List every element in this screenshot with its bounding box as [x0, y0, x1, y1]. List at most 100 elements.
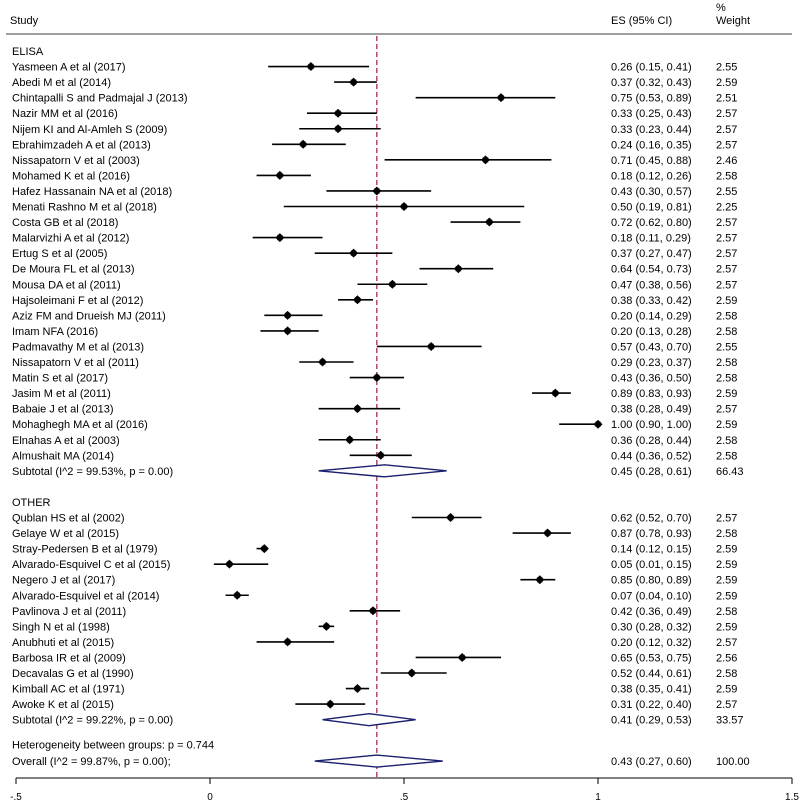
study-point-marker	[376, 450, 386, 460]
study-es-ci: 0.18 (0.12, 0.26)	[611, 170, 692, 182]
study-weight: 2.58	[716, 326, 737, 338]
study-label: Costa GB et al (2018)	[12, 217, 118, 229]
study-weight: 2.59	[716, 590, 737, 602]
study-es-ci: 0.07 (0.04, 0.10)	[611, 590, 692, 602]
study-label: Barbosa IR et al (2009)	[12, 652, 126, 664]
study-es-ci: 0.43 (0.30, 0.57)	[611, 186, 692, 198]
study-es-ci: 0.20 (0.14, 0.29)	[611, 310, 692, 322]
study-weight: 2.58	[716, 435, 737, 447]
study-weight: 2.57	[716, 139, 737, 151]
study-es-ci: 0.65 (0.53, 0.75)	[611, 652, 692, 664]
study-label: Ebrahimzadeh A et al (2013)	[12, 139, 151, 151]
study-label: Stray-Pedersen B et al (1979)	[12, 544, 158, 556]
study-point-marker	[259, 544, 269, 554]
study-point-marker	[453, 264, 463, 274]
study-weight: 2.57	[716, 217, 737, 229]
study-es-ci: 0.43 (0.36, 0.50)	[611, 373, 692, 385]
study-weight: 2.57	[716, 124, 737, 136]
study-weight: 2.56	[716, 652, 737, 664]
study-label: Nissapatorn V et al (2003)	[12, 155, 140, 167]
study-weight: 2.46	[716, 155, 737, 167]
study-point-marker	[426, 341, 436, 351]
study-es-ci: 0.14 (0.12, 0.15)	[611, 544, 692, 556]
study-label: Ertug S et al (2005)	[12, 248, 107, 260]
study-point-marker	[484, 217, 494, 227]
study-point-marker	[496, 93, 506, 103]
study-es-ci: 0.87 (0.78, 0.93)	[611, 528, 692, 540]
study-es-ci: 0.36 (0.28, 0.44)	[611, 435, 692, 447]
study-point-marker	[550, 388, 560, 398]
study-weight: 2.58	[716, 450, 737, 462]
study-label: Qublan HS et al (2002)	[12, 513, 125, 525]
subtotal-diamond	[322, 712, 416, 727]
study-point-marker	[345, 435, 355, 445]
study-weight: 2.58	[716, 373, 737, 385]
x-axis: -.5 0 .5 1 1.5	[10, 777, 799, 803]
study-weight: 2.59	[716, 575, 737, 587]
study-weight: 2.57	[716, 248, 737, 260]
x-tick-label: .5	[400, 792, 409, 803]
study-point-marker	[224, 559, 234, 569]
study-point-marker	[283, 637, 293, 647]
study-point-marker	[535, 575, 545, 585]
study-point-marker	[333, 108, 343, 118]
study-es-ci: 0.52 (0.44, 0.61)	[611, 668, 692, 680]
subtotal-es-ci: 0.41 (0.29, 0.53)	[611, 715, 692, 727]
study-point-marker	[306, 62, 316, 72]
study-es-ci: 0.37 (0.32, 0.43)	[611, 77, 692, 89]
study-point-marker	[352, 684, 362, 694]
subtotal-es-ci: 0.45 (0.28, 0.61)	[611, 466, 692, 478]
study-label: Imam NFA (2016)	[12, 326, 98, 338]
study-label: Hafez Hassanain NA et al (2018)	[12, 186, 172, 198]
study-es-ci: 0.31 (0.22, 0.40)	[611, 699, 692, 711]
subtotal-diamond	[318, 464, 447, 478]
study-es-ci: 0.44 (0.36, 0.52)	[611, 450, 692, 462]
study-weight: 2.59	[716, 544, 737, 556]
study-point-marker	[387, 279, 397, 289]
study-es-ci: 0.64 (0.54, 0.73)	[611, 264, 692, 276]
study-es-ci: 0.72 (0.62, 0.80)	[611, 217, 692, 229]
study-point-marker	[349, 77, 359, 87]
study-label: Chintapalli S and Padmajal J (2013)	[12, 93, 188, 105]
study-weight: 2.58	[716, 357, 737, 369]
study-label: Malarvizhi A et al (2012)	[12, 233, 129, 245]
study-es-ci: 0.75 (0.53, 0.89)	[611, 93, 692, 105]
study-label: Nijem KI and Al-Amleh S (2009)	[12, 124, 167, 136]
study-label: Anubhuti et al (2015)	[12, 637, 114, 649]
study-weight: 2.59	[716, 77, 737, 89]
study-weight: 2.57	[716, 264, 737, 276]
study-point-marker	[372, 186, 382, 196]
study-label: Matin S et al (2017)	[12, 373, 108, 385]
study-point-marker	[275, 233, 285, 243]
group-label: ELISA	[12, 46, 44, 58]
study-label: Hajsoleimani F et al (2012)	[12, 295, 143, 307]
study-es-ci: 0.33 (0.23, 0.44)	[611, 124, 692, 136]
study-es-ci: 0.29 (0.23, 0.37)	[611, 357, 692, 369]
study-es-ci: 0.05 (0.01, 0.15)	[611, 559, 692, 571]
subtotal-weight: 66.43	[716, 466, 744, 478]
study-weight: 2.57	[716, 404, 737, 416]
study-weight: 2.55	[716, 62, 737, 74]
study-point-marker	[446, 513, 456, 522]
study-weight: 2.55	[716, 341, 737, 353]
study-point-marker	[298, 139, 308, 149]
study-es-ci: 0.30 (0.28, 0.32)	[611, 621, 692, 633]
subtotal-weight: 33.57	[716, 715, 744, 727]
study-point-marker	[349, 248, 359, 258]
study-label: De Moura FL et al (2013)	[12, 264, 134, 276]
study-point-marker	[283, 310, 293, 320]
study-label: Mousa DA et al (2011)	[12, 279, 121, 291]
subtotal-label: Subtotal (I^2 = 99.22%, p = 0.00)	[12, 715, 173, 727]
x-tick-label: 0	[207, 792, 213, 803]
study-weight: 2.55	[716, 186, 737, 198]
study-point-marker	[232, 590, 242, 600]
study-label: Pavlinova J et al (2011)	[12, 606, 126, 618]
study-weight: 2.58	[716, 310, 737, 322]
study-label: Alvarado-Esquivel C et al (2015)	[12, 559, 170, 571]
study-label: Padmavathy M et al (2013)	[12, 341, 144, 353]
study-weight: 2.59	[716, 684, 737, 696]
study-es-ci: 0.57 (0.43, 0.70)	[611, 341, 692, 353]
study-point-marker	[321, 621, 331, 631]
study-label: Yasmeen A et al (2017)	[12, 62, 126, 74]
